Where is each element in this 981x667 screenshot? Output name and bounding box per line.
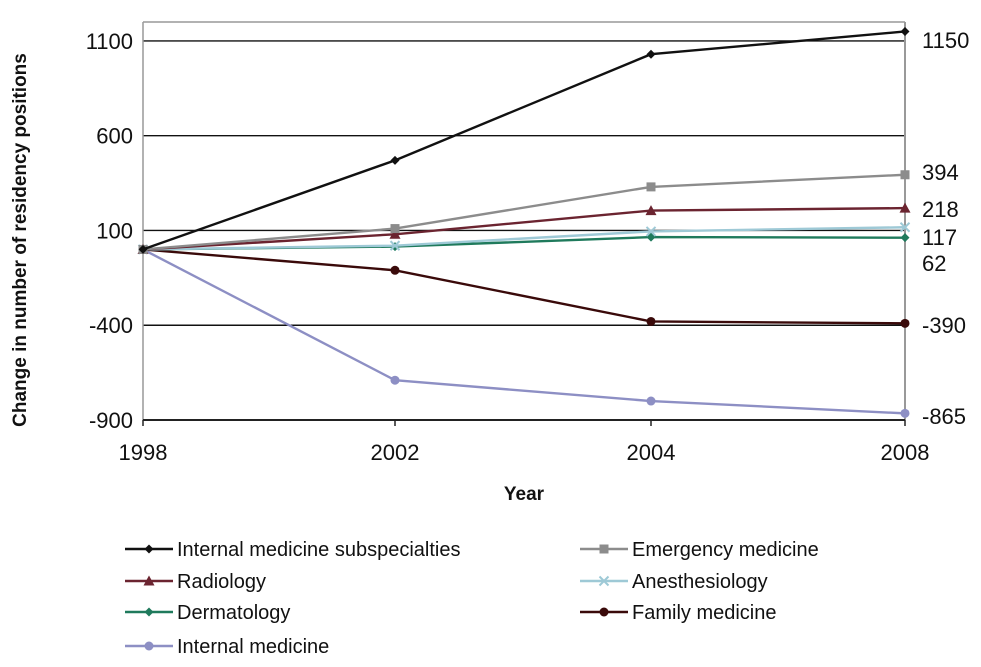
legend-marker (144, 544, 154, 554)
data-point (900, 233, 910, 243)
legend-label: Family medicine (632, 602, 776, 624)
data-point (900, 26, 910, 36)
x-tick-label: 2004 (627, 440, 676, 465)
data-point (646, 396, 656, 406)
legend-item: Anesthesiology (580, 571, 768, 593)
end-value-label: 1150 (922, 28, 969, 53)
legend-item: Family medicine (580, 602, 776, 624)
legend-label: Internal medicine subspecialties (177, 539, 461, 561)
legend-label: Radiology (177, 571, 266, 593)
data-point (390, 375, 400, 385)
x-tick-label: 2008 (881, 440, 930, 465)
series-line (142, 30, 906, 251)
data-point (899, 222, 911, 233)
legend-item: Internal medicine subspecialties (125, 539, 461, 561)
legend-item: Dermatology (125, 602, 290, 624)
data-point (645, 205, 657, 216)
data-point (390, 224, 400, 234)
end-value-label: 394 (922, 160, 959, 185)
data-point (390, 265, 400, 275)
series-line (142, 173, 906, 251)
legend-item: Radiology (125, 571, 266, 593)
series-family-medicine (138, 244, 910, 328)
data-point (646, 316, 656, 326)
legend-item: Emergency medicine (580, 539, 819, 561)
y-tick-label: -900 (89, 408, 133, 433)
end-value-label: 218 (922, 197, 959, 222)
data-point (646, 49, 656, 59)
y-tick-label: 1100 (86, 29, 133, 54)
data-point (389, 240, 401, 251)
series-internal-medicine (138, 244, 910, 418)
data-point (900, 318, 910, 328)
legend-marker (143, 575, 155, 586)
data-point (900, 408, 910, 418)
legend-marker (598, 575, 610, 587)
legend-label: Anesthesiology (632, 571, 768, 593)
legend-item: Internal medicine (125, 636, 329, 658)
gridlines (143, 40, 905, 421)
data-point (900, 170, 910, 180)
legend-label: Emergency medicine (632, 539, 819, 561)
legend-marker (599, 544, 609, 554)
data-point (390, 155, 400, 165)
legend: Internal medicine subspecialties Emergenc… (125, 539, 819, 658)
axes: 1100 600 100 -400 -900 1998 2002 2004 2008 (86, 21, 930, 465)
data-point (138, 244, 148, 254)
y-tick-label: 100 (96, 218, 133, 243)
x-tick-label: 2002 (371, 440, 420, 465)
series-line (142, 226, 906, 251)
series-lines (137, 26, 911, 418)
data-point (389, 228, 401, 239)
data-point (899, 202, 911, 213)
end-value-label: 62 (922, 251, 946, 276)
legend-marker (599, 607, 609, 617)
end-value-label: -865 (922, 404, 966, 429)
legend-label: Internal medicine (177, 636, 329, 658)
series-line (142, 248, 906, 325)
y-tick-label: 600 (96, 124, 133, 149)
series-internal-medicine-subspecialties (138, 26, 910, 254)
data-point (645, 226, 657, 237)
y-axis-title: Change in number of residency positions (10, 53, 31, 427)
y-tick-label: -400 (89, 313, 133, 338)
end-value-label: 117 (922, 225, 957, 250)
legend-label: Dermatology (177, 602, 290, 624)
data-point (646, 182, 656, 192)
series-line (142, 206, 906, 251)
end-value-label: -390 (922, 313, 966, 338)
series-line (142, 248, 906, 415)
legend-marker (144, 607, 154, 617)
legend-marker (144, 641, 154, 651)
x-tick-label: 1998 (119, 440, 168, 465)
x-axis-title: Year (504, 484, 545, 505)
